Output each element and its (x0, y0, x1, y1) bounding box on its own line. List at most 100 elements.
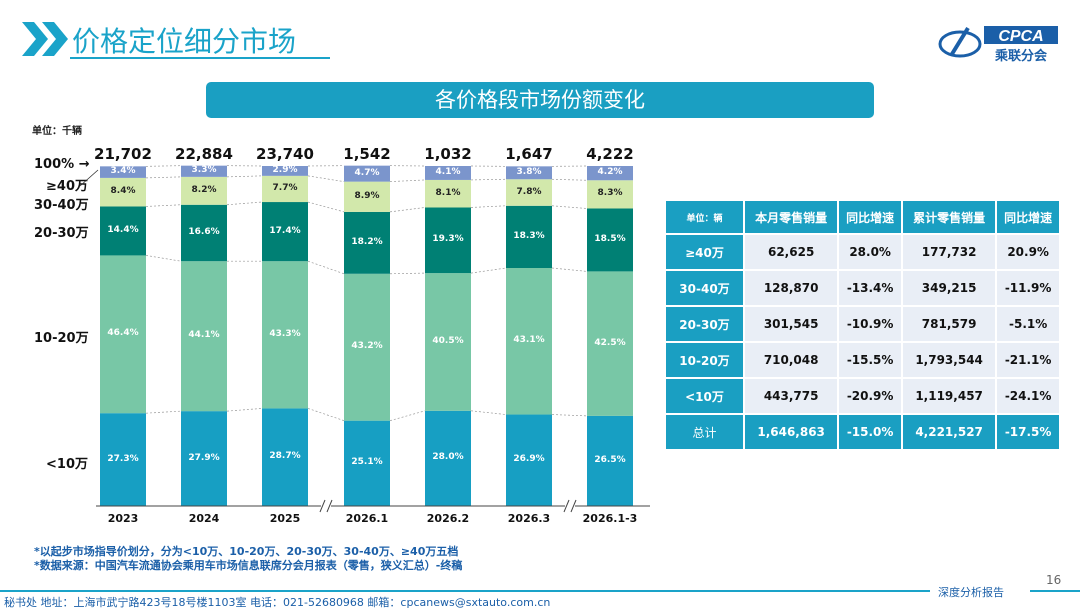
table-cell: 20.9% (996, 234, 1060, 270)
data-label: 4.2% (587, 167, 633, 177)
table-cell: 177,732 (902, 234, 996, 270)
table-cell: 349,215 (902, 270, 996, 306)
data-label: 7.7% (262, 183, 308, 193)
report-label: 深度分析报告 (938, 584, 1004, 600)
row-header: <10万 (665, 378, 744, 414)
category-label: 2025 (245, 512, 325, 525)
connector-line (552, 206, 587, 209)
table-total-row: 总计 1,646,863 -15.0% 4,221,527 -17.5% (665, 414, 1060, 450)
data-label: 18.2% (344, 237, 390, 247)
table-cell: -20.9% (838, 378, 902, 414)
data-label: 14.4% (100, 225, 146, 235)
data-label: 42.5% (587, 338, 633, 348)
table-cell: 62,625 (744, 234, 838, 270)
connector-line (390, 207, 425, 211)
table-cell: 128,870 (744, 270, 838, 306)
connector-line (471, 179, 506, 180)
data-label: 4.7% (344, 168, 390, 178)
data-label: 40.5% (425, 336, 471, 346)
table-cell: 28.0% (838, 234, 902, 270)
data-label: 8.1% (425, 188, 471, 198)
data-label: 43.2% (344, 341, 390, 351)
cpca-logo: CPCA 乘联分会 (938, 20, 1063, 64)
connector-line (390, 180, 425, 182)
table-header: 本月零售销量 (744, 200, 838, 234)
connector-line (146, 411, 181, 413)
data-label: 26.5% (587, 455, 633, 465)
svg-text:CPCA: CPCA (998, 28, 1043, 45)
data-label: 19.3% (425, 234, 471, 244)
table-cell: 1,119,457 (902, 378, 996, 414)
data-label: 18.5% (587, 234, 633, 244)
stacked-bar-chart (0, 0, 660, 540)
total-label: 23,740 (245, 145, 325, 163)
data-label: 28.7% (262, 451, 308, 461)
table-cell: -17.5% (996, 414, 1060, 450)
connector-line (146, 177, 181, 178)
table-cell: 781,579 (902, 306, 996, 342)
connector-line (308, 408, 344, 420)
total-label: 1,542 (327, 145, 407, 163)
table-cell: -15.0% (838, 414, 902, 450)
table-header-row: 单位：辆 本月零售销量 同比增速 累计零售销量 同比增速 (665, 200, 1060, 234)
data-label: 8.9% (344, 191, 390, 201)
note: *数据来源：中国汽车流通协会乘用车市场信息联席分会月报表（零售，狭义汇总）-终稿 (34, 559, 462, 573)
data-label: 28.0% (425, 452, 471, 462)
table-cell: -15.5% (838, 342, 902, 378)
connector-line (146, 205, 181, 207)
table-cell: 1,793,544 (902, 342, 996, 378)
category-label: 2026.3 (489, 512, 569, 525)
total-label: 4,222 (570, 145, 650, 163)
total-label: 22,884 (164, 145, 244, 163)
category-label: 2024 (164, 512, 244, 525)
connector-line (552, 415, 587, 416)
page-number: 16 (1046, 573, 1061, 587)
data-label: 27.9% (181, 453, 227, 463)
table-cell: 4,221,527 (902, 414, 996, 450)
data-label: 16.6% (181, 227, 227, 237)
data-label: 3.3% (181, 165, 227, 175)
table-header: 单位：辆 (665, 200, 744, 234)
connector-line (308, 176, 344, 182)
data-label: 3.8% (506, 167, 552, 177)
table-cell: 301,545 (744, 306, 838, 342)
data-label: 26.9% (506, 454, 552, 464)
data-label: 44.1% (181, 330, 227, 340)
table-cell: -5.1% (996, 306, 1060, 342)
row-header: 30-40万 (665, 270, 744, 306)
table-cell: 443,775 (744, 378, 838, 414)
total-label: 1,032 (408, 145, 488, 163)
total-label: 1,647 (489, 145, 569, 163)
table-cell: -10.9% (838, 306, 902, 342)
footnotes: *以起步市场指导价划分，分为<10万、10-20万、20-30万、30-40万、… (34, 545, 462, 573)
table-header: 同比增速 (996, 200, 1060, 234)
footer-divider (0, 590, 930, 592)
category-label: 2026.1-3 (570, 512, 650, 525)
table-cell: 总计 (665, 414, 744, 450)
data-label: 25.1% (344, 457, 390, 467)
category-label: 2023 (83, 512, 163, 525)
connector-line (227, 408, 262, 411)
data-label: 2.9% (262, 165, 308, 175)
data-label: 3.4% (100, 166, 146, 176)
row-header: 10-20万 (665, 342, 744, 378)
table-header: 同比增速 (838, 200, 902, 234)
table-header: 累计零售销量 (902, 200, 996, 234)
pointer-line (80, 170, 98, 186)
data-label: 18.3% (506, 231, 552, 241)
svg-text:乘联分会: 乘联分会 (994, 48, 1048, 64)
data-label: 4.1% (425, 167, 471, 177)
connector-line (471, 206, 506, 208)
data-label: 43.1% (506, 335, 552, 345)
connector-line (390, 411, 425, 421)
connector-line (552, 179, 587, 180)
data-label: 7.8% (506, 187, 552, 197)
category-label: 2026.1 (327, 512, 407, 525)
table-cell: -21.1% (996, 342, 1060, 378)
connector-line (471, 268, 506, 273)
